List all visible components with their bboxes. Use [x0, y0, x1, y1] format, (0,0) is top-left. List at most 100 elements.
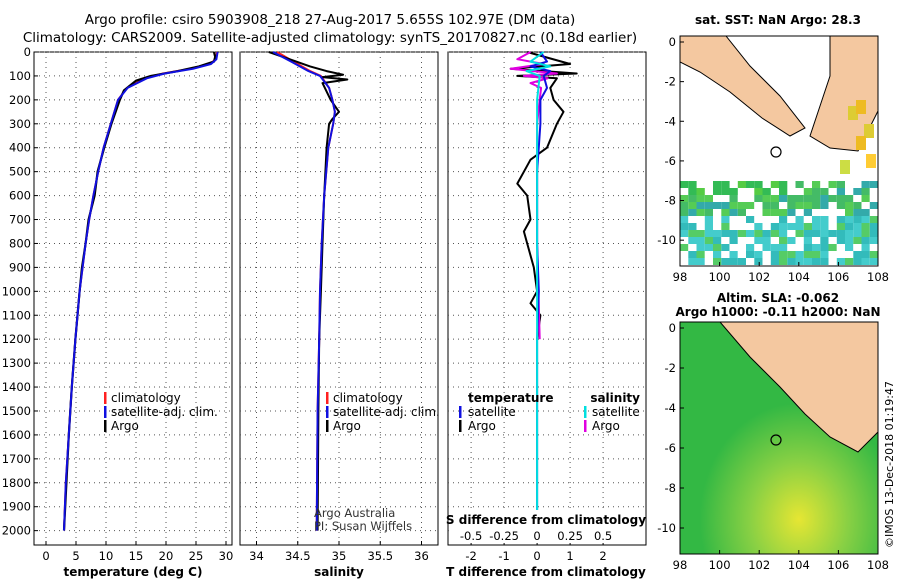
- sst-cell: [820, 188, 829, 195]
- sst-cell: [737, 244, 747, 251]
- sst-cell: [836, 230, 846, 237]
- sst-cell: [787, 195, 796, 202]
- temp-satellite-line: [63, 51, 219, 531]
- map-xtick-label: 98: [673, 558, 688, 572]
- sst-cell: [729, 230, 738, 237]
- sst-cell: [836, 181, 846, 188]
- diff-tick-label: 1: [566, 549, 573, 563]
- sst-cell: [770, 258, 780, 265]
- sal-tick-label: 34.5: [285, 549, 311, 563]
- map-xtick-label: 108: [867, 558, 889, 572]
- sst-cell: [820, 209, 829, 216]
- diff-s-satellite-line: [525, 51, 552, 531]
- sst-cell: [688, 251, 697, 258]
- sst-cell: [828, 181, 837, 188]
- sla-map-title-1: Altim. SLA: -0.062: [717, 291, 839, 305]
- sst-cell: [861, 181, 870, 188]
- sst-cell: [713, 230, 722, 237]
- sst-cell: [869, 244, 879, 251]
- sst-cell: [721, 230, 730, 237]
- sst-cell: [713, 244, 722, 251]
- sst-cell: [746, 230, 755, 237]
- sst-cell: [729, 202, 738, 209]
- sst-cell: [795, 230, 804, 237]
- sst-cell: [754, 202, 763, 209]
- sst-cell: [696, 202, 705, 209]
- sst-cell: [845, 209, 854, 216]
- depth-tick-label: 700: [9, 213, 31, 227]
- sst-cell: [836, 223, 846, 230]
- sst-cell: [737, 230, 747, 237]
- sst-cell: [713, 216, 722, 223]
- sst-cell: [812, 181, 821, 188]
- sst-cell: [845, 223, 854, 230]
- sst-cell: [795, 202, 804, 209]
- salinity-lines: [268, 51, 349, 531]
- map-ytick-label: 0: [669, 321, 676, 335]
- temp-tick-label: 10: [99, 549, 114, 563]
- sst-warm-cell: [856, 100, 866, 114]
- sst-map-content: [679, 35, 879, 266]
- salinity-legend: climatology satellite-adj. clim. Argo: [326, 391, 440, 433]
- sst-cell: [803, 237, 813, 244]
- map-ytick-label: 0: [669, 35, 676, 49]
- sst-cell: [812, 251, 821, 258]
- s-tick-label: 0.5: [594, 529, 612, 543]
- sst-cell: [853, 258, 862, 265]
- s-tick-label: -0.5: [460, 529, 482, 543]
- sst-cell: [762, 188, 771, 195]
- sst-warm-cell: [848, 106, 858, 120]
- sst-cell: [746, 209, 755, 216]
- sst-cell: [737, 181, 747, 188]
- difference-panel: -2 -1 0 1 2 T difference from climatology S …: [446, 51, 647, 579]
- depth-tick-label: 1900: [2, 500, 31, 514]
- sst-cell: [737, 202, 747, 209]
- sst-cell: [803, 188, 813, 195]
- sla-map-title-2: Argo h1000: -0.11 h2000: NaN: [675, 305, 880, 319]
- sst-cell: [704, 244, 714, 251]
- sst-cell: [721, 188, 730, 195]
- sst-cell: [737, 251, 747, 258]
- sst-cell: [836, 195, 846, 202]
- dlegend-s-satellite: satellite: [592, 405, 640, 419]
- temp-tick-label: 15: [129, 549, 144, 563]
- sst-cell: [787, 258, 796, 265]
- sst-cell: [688, 195, 697, 202]
- sst-cell: [828, 244, 837, 251]
- sst-cell: [762, 244, 771, 251]
- sst-cell: [869, 195, 879, 202]
- temperature-panel: 0100200300400500600700800900100011001200…: [2, 45, 234, 579]
- sst-cell: [869, 209, 879, 216]
- sst-cell: [812, 216, 821, 223]
- sst-cell: [746, 195, 755, 202]
- sst-cell: [836, 251, 846, 258]
- dlegend-t-argo-swatch: [459, 420, 462, 432]
- sst-land-sumatra: [679, 35, 806, 137]
- sst-cell: [795, 237, 804, 244]
- sst-cell: [803, 251, 813, 258]
- s-scale-box: [450, 510, 644, 543]
- sst-cell: [787, 209, 796, 216]
- sst-cell: [754, 244, 763, 251]
- sst-cell: [787, 216, 796, 223]
- sst-cell: [729, 195, 738, 202]
- sst-cell: [820, 244, 829, 251]
- s-difference-ticks: -0.5 -0.25 0 0.25 0.5: [460, 529, 612, 543]
- imos-credit: ©IMOS 13-Dec-2018 01:19:47: [883, 381, 896, 548]
- sst-cell: [779, 251, 788, 258]
- sst-cell: [869, 230, 879, 237]
- map-xtick-label: 106: [827, 558, 849, 572]
- sst-cell: [803, 202, 813, 209]
- sst-cell: [680, 216, 689, 223]
- sst-cell: [746, 202, 755, 209]
- sst-cell: [713, 188, 722, 195]
- sal-legend-argo-swatch: [326, 420, 329, 432]
- map-ytick-label: -2: [665, 75, 676, 89]
- depth-tick-label: 600: [9, 189, 31, 203]
- sst-argo-marker: [770, 146, 782, 158]
- sst-cell: [820, 216, 829, 223]
- sst-map: sat. SST: NaN Argo: 28.3 98 100 102 104 106 1…: [657, 13, 889, 284]
- sla-argo-marker: [770, 434, 782, 446]
- sst-cell: [861, 258, 870, 265]
- s-tick-label: 0.25: [557, 529, 583, 543]
